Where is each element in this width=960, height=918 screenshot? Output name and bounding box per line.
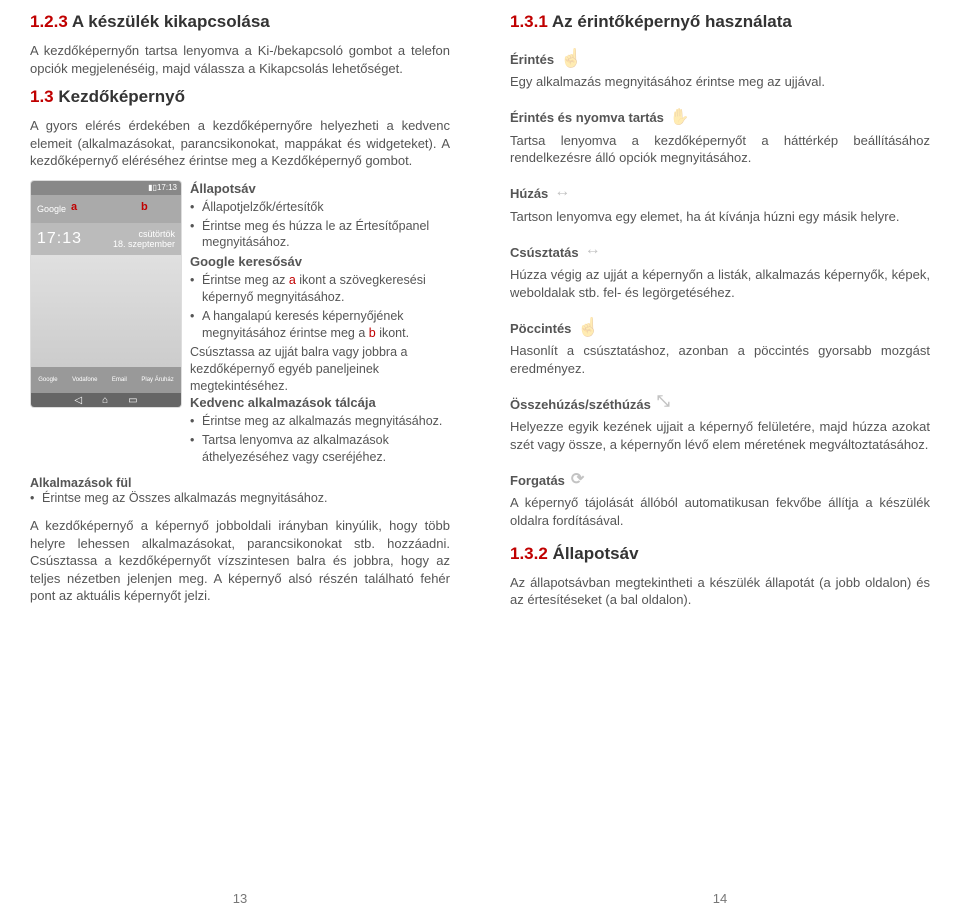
dock-app: Play Áruház <box>141 377 173 383</box>
page-number: 13 <box>0 891 480 906</box>
paragraph: Az állapotsávban megtekintheti a készülé… <box>510 574 930 609</box>
phone-diagram-section: ▮▯ 17:13 Google a b 17:13 csütörtök 18. … <box>30 180 450 468</box>
gesture-title: Húzás <box>510 183 576 205</box>
drag-icon <box>554 183 576 205</box>
gesture-title: Pöccintés <box>510 317 599 339</box>
annotation-item: Tartsa lenyomva az alkalmazások áthelyez… <box>190 432 450 466</box>
marker-a: a <box>71 201 77 213</box>
gesture-body: A képernyő tájolását állóból automatikus… <box>510 494 930 529</box>
annotation-title: Google keresősáv <box>190 254 302 269</box>
section-heading-1-3-1: 1.3.1 Az érintőképernyő használata <box>510 12 930 32</box>
section-heading-1-3-2: 1.3.2 Állapotsáv <box>510 544 930 564</box>
clock-day: csütörtök <box>138 229 175 239</box>
section-heading-1-3: 1.3 Kezdőképernyő <box>30 87 450 107</box>
gesture-title: Összehúzás/széthúzás <box>510 393 679 415</box>
phone-screenshot: ▮▯ 17:13 Google a b 17:13 csütörtök 18. … <box>30 180 182 408</box>
page-number: 14 <box>480 891 960 906</box>
dock-app: Google <box>38 377 57 383</box>
annotation-text: Csúsztassa az ujját balra vagy jobbra a … <box>190 344 450 395</box>
search-label: Google <box>37 204 66 214</box>
heading-text: Az érintőképernyő használata <box>552 12 792 31</box>
right-page: 1.3.1 Az érintőképernyő használata Érint… <box>480 0 960 918</box>
statusbar-time: 17:13 <box>157 183 177 192</box>
annotation-title: Alkalmazások fül <box>30 476 450 490</box>
annotation-title: Állapotsáv <box>190 181 256 196</box>
gesture-title: Csúsztatás <box>510 241 607 263</box>
left-page: 1.2.3 A készülék kikapcsolása A kezdőkép… <box>0 0 480 918</box>
paragraph: A gyors elérés érdekében a kezdőképernyő… <box>30 117 450 170</box>
heading-text: A készülék kikapcsolása <box>72 12 270 31</box>
dock-app: Vodafone <box>72 377 97 383</box>
phone-dock: Google Vodafone Email Play Áruház <box>31 367 181 393</box>
section-heading-1-2-3: 1.2.3 A készülék kikapcsolása <box>30 12 450 32</box>
heading-text: Kezdőképernyő <box>58 87 185 106</box>
touch-hold-icon <box>670 107 692 129</box>
back-icon: ◁ <box>74 395 82 406</box>
flick-icon <box>577 317 599 339</box>
gesture-title: Forgatás <box>510 469 593 491</box>
phone-annotations: Állapotsáv Állapotjelzők/értesítők Érint… <box>190 180 450 468</box>
swipe-icon <box>585 241 607 263</box>
heading-text: Állapotsáv <box>553 544 639 563</box>
phone-nav-bar: ◁ ⌂ ▭ <box>31 393 181 408</box>
touch-icon <box>560 48 582 70</box>
marker-b: b <box>141 201 148 213</box>
gesture-body: Helyezze egyik kezének ujjait a képernyő… <box>510 418 930 453</box>
pinch-icon <box>657 393 679 415</box>
annotation-item: Állapotjelzők/értesítők <box>190 199 450 216</box>
annotation-item: Érintse meg az a ikont a szövegkeresési … <box>190 272 450 306</box>
heading-number: 1.3.2 <box>510 544 548 563</box>
gesture-body: Tartsa lenyomva a kezdőképernyőt a hátté… <box>510 132 930 167</box>
gesture-title: Érintés és nyomva tartás <box>510 107 692 129</box>
phone-wallpaper <box>31 255 181 367</box>
gesture-body: Hasonlít a csúsztatáshoz, azonban a pöcc… <box>510 342 930 377</box>
annotation-item: A hangalapú keresés képernyőjének megnyi… <box>190 308 450 342</box>
clock-time: 17:13 <box>37 230 82 248</box>
recent-icon: ▭ <box>128 395 137 406</box>
dock-app: Email <box>112 377 127 383</box>
rotate-icon <box>571 469 593 491</box>
annotation-item: Érintse meg az alkalmazás megnyitásához. <box>190 413 450 430</box>
clock-date: 18. szeptember <box>113 239 175 249</box>
signal-icon: ▮▯ <box>148 183 157 192</box>
gesture-body: Tartson lenyomva egy elemet, ha át kíván… <box>510 208 930 226</box>
annotation-item: Érintse meg és húzza le az Értesítőpanel… <box>190 218 450 252</box>
paragraph: A kezdőképernyő a képernyő jobboldali ir… <box>30 517 450 605</box>
phone-clock-widget: 17:13 csütörtök 18. szeptember <box>31 223 181 255</box>
phone-search-bar: Google a b <box>31 195 181 223</box>
gesture-body: Húzza végig az ujját a képernyőn a listá… <box>510 266 930 301</box>
home-icon: ⌂ <box>102 395 108 406</box>
paragraph: A kezdőképernyőn tartsa lenyomva a Ki-/b… <box>30 42 450 77</box>
gesture-title: Érintés <box>510 48 582 70</box>
annotation-item: Érintse meg az Összes alkalmazás megnyit… <box>30 490 450 507</box>
heading-number: 1.3 <box>30 87 54 106</box>
heading-number: 1.2.3 <box>30 12 68 31</box>
gesture-body: Egy alkalmazás megnyitásához érintse meg… <box>510 73 930 91</box>
heading-number: 1.3.1 <box>510 12 548 31</box>
phone-statusbar: ▮▯ 17:13 <box>31 181 181 195</box>
annotation-title: Kedvenc alkalmazások tálcája <box>190 395 376 410</box>
